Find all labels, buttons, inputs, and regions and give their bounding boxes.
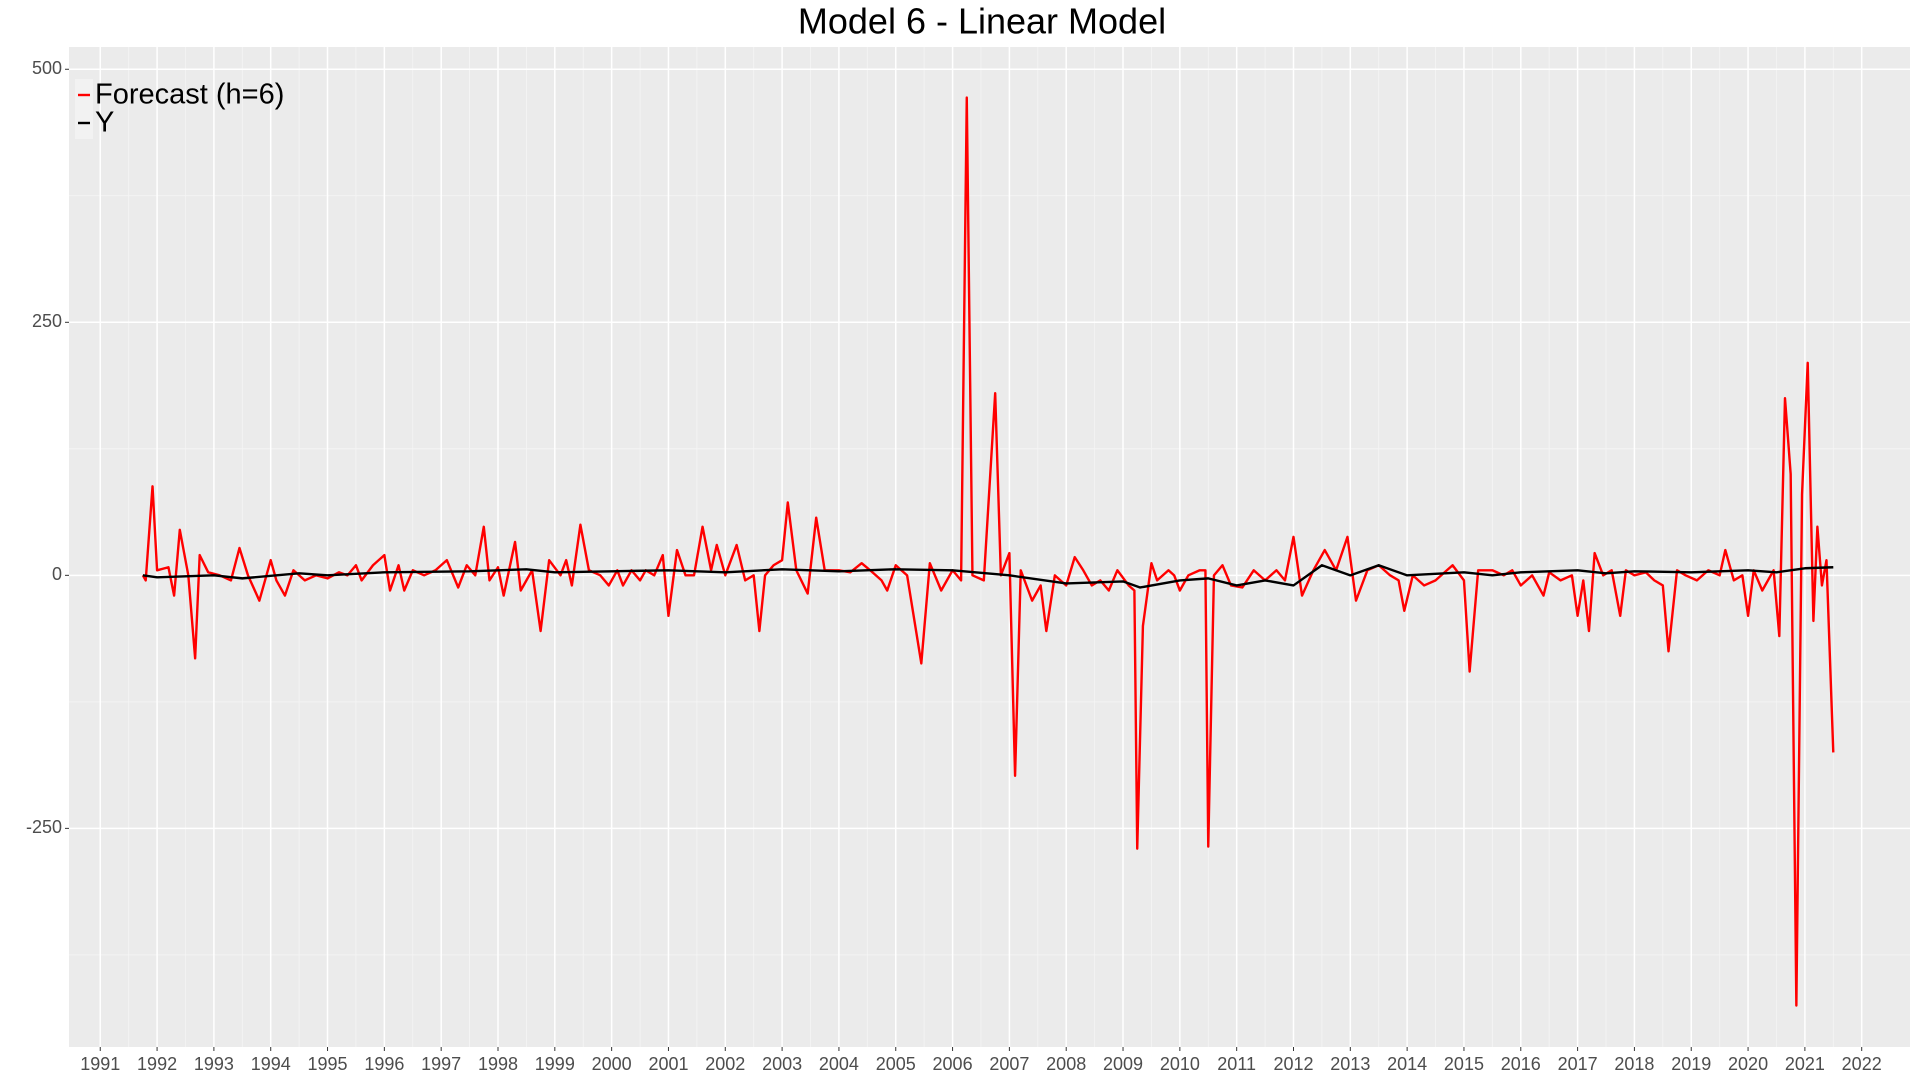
x-tick-label: 2005 xyxy=(876,1054,916,1074)
plot-panel xyxy=(69,47,1910,1047)
x-tick-label: 2002 xyxy=(705,1054,745,1074)
x-tick-label: 1992 xyxy=(137,1054,177,1074)
x-tick-label: 2000 xyxy=(592,1054,632,1074)
y-tick-label: -250 xyxy=(26,817,62,837)
x-tick-label: 2015 xyxy=(1444,1054,1484,1074)
x-tick-label: 1993 xyxy=(194,1054,234,1074)
x-tick-label: 2006 xyxy=(933,1054,973,1074)
x-tick-label: 2021 xyxy=(1785,1054,1825,1074)
y-tick-label: 250 xyxy=(32,311,62,331)
x-tick-label: 1995 xyxy=(308,1054,348,1074)
legend-label: Y xyxy=(95,107,114,139)
legend-box xyxy=(75,79,93,139)
x-tick-label: 2019 xyxy=(1671,1054,1711,1074)
x-tick-label: 1991 xyxy=(80,1054,120,1074)
line-series xyxy=(141,96,1835,1007)
x-tick-label: 2013 xyxy=(1330,1054,1370,1074)
x-tick-label: 1994 xyxy=(251,1054,291,1074)
y-tick-label: 0 xyxy=(52,564,62,584)
x-tick-label: 2016 xyxy=(1501,1054,1541,1074)
x-tick-label: 1996 xyxy=(364,1054,404,1074)
x-tick-label: 2001 xyxy=(648,1054,688,1074)
x-tick-label: 2007 xyxy=(989,1054,1029,1074)
y-tick-label: 500 xyxy=(32,58,62,78)
x-tick-label: 2003 xyxy=(762,1054,802,1074)
x-tick-label: 1997 xyxy=(421,1054,461,1074)
x-tick-label: 2009 xyxy=(1103,1054,1143,1074)
x-tick-label: 2020 xyxy=(1728,1054,1768,1074)
x-tick-label: 2012 xyxy=(1273,1054,1313,1074)
x-tick-label: 2010 xyxy=(1160,1054,1200,1074)
x-tick-label: 2017 xyxy=(1558,1054,1598,1074)
x-tick-label: 2014 xyxy=(1387,1054,1427,1074)
x-tick-label: 2022 xyxy=(1842,1054,1882,1074)
x-tick-label: 1998 xyxy=(478,1054,518,1074)
x-tick-label: 2011 xyxy=(1217,1054,1256,1074)
x-tick-label: 2004 xyxy=(819,1054,859,1074)
x-tick-label: 2008 xyxy=(1046,1054,1086,1074)
legend-label: Forecast (h=6) xyxy=(95,79,284,111)
x-tick-label: 1999 xyxy=(535,1054,575,1074)
line-series xyxy=(142,564,1834,589)
chart-title: Model 6 - Linear Model xyxy=(798,1,1166,42)
x-tick-label: 2018 xyxy=(1614,1054,1654,1074)
